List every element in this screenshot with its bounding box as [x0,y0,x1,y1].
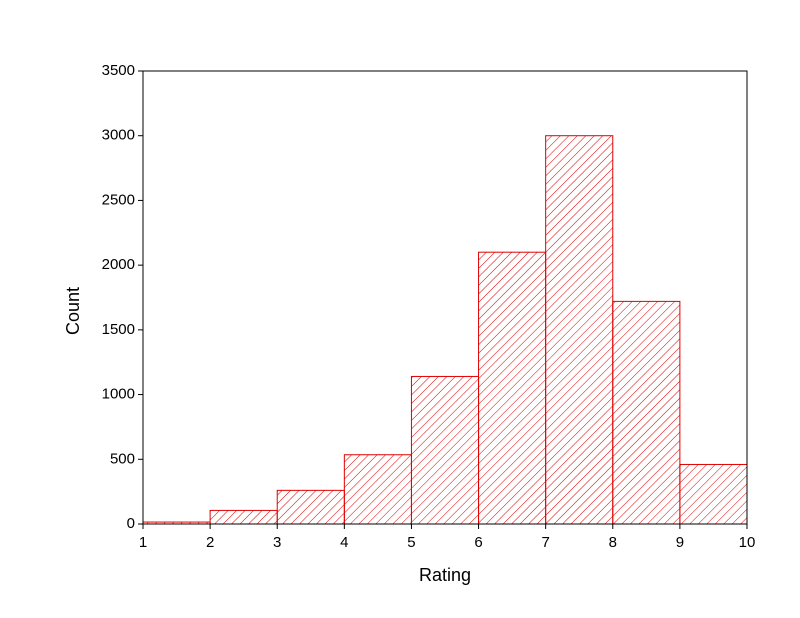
y-axis-title: Count [63,287,83,335]
x-tick-label: 9 [676,534,684,551]
x-tick-label: 1 [139,534,147,551]
x-axis-title: Rating [419,565,471,585]
bar [343,454,412,525]
x-tick-label: 3 [273,534,281,551]
y-tick-label: 3500 [102,62,135,79]
y-tick-label: 1000 [102,386,135,403]
x-tick-label: 6 [474,534,482,551]
bar [679,463,748,525]
x-tick-label: 5 [407,534,415,551]
bar [209,509,278,525]
y-tick-label: 500 [110,450,135,467]
bar [410,375,480,525]
y-tick-label: 1500 [102,321,135,338]
y-tick-label: 2500 [102,191,135,208]
bar [276,489,345,525]
x-tick-label: 8 [609,534,617,551]
bar [545,135,614,525]
x-tick-label: 10 [739,534,756,551]
x-tick-label: 4 [340,534,348,551]
plot-frame [142,70,748,525]
y-tick-label: 0 [127,515,135,532]
bar [478,251,547,525]
bar [612,300,681,525]
x-tick-label: 7 [541,534,549,551]
x-tick-label: 2 [206,534,214,551]
y-tick-label: 2000 [102,256,135,273]
y-tick-label: 3000 [102,127,135,144]
